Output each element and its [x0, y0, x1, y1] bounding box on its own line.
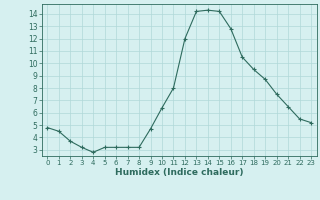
X-axis label: Humidex (Indice chaleur): Humidex (Indice chaleur) — [115, 168, 244, 177]
